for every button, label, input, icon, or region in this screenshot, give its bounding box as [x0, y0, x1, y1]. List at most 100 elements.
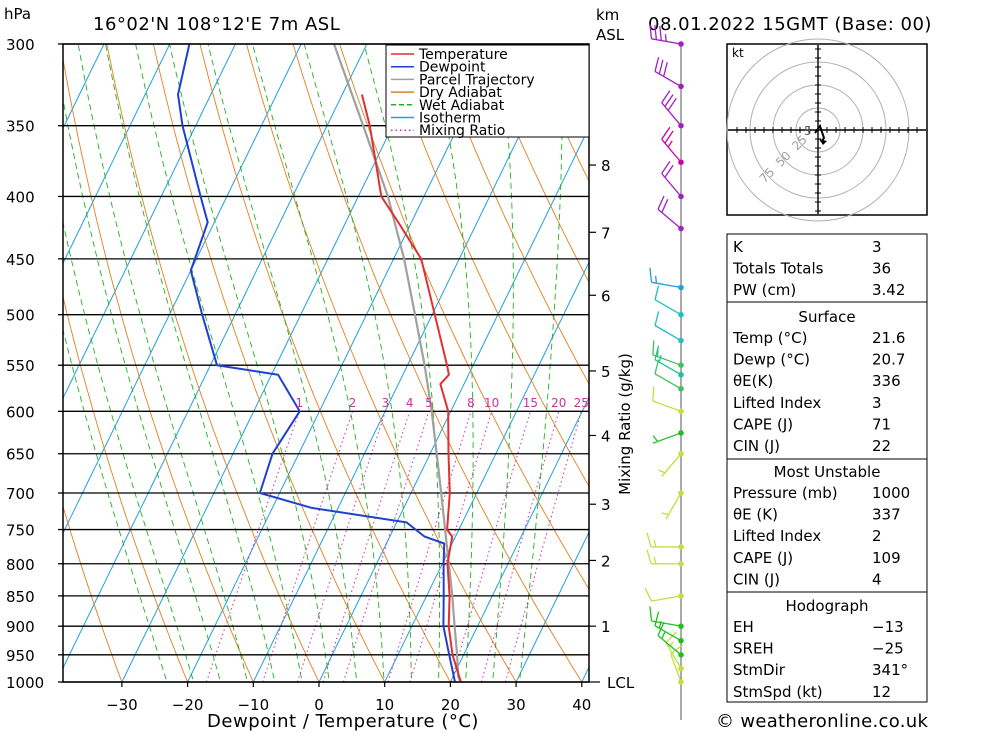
index-label: Lifted Index — [733, 394, 821, 412]
pressure-tick-label: 450 — [6, 251, 35, 269]
wind-barb — [654, 57, 684, 90]
isotherm-line — [515, 531, 589, 682]
isotherm-line — [384, 261, 589, 682]
mixing-ratio-label: 1 — [295, 396, 303, 410]
wind-barbs — [644, 24, 684, 720]
wind-barb — [649, 267, 684, 291]
plot-frame — [62, 43, 590, 683]
km-tick-label: 8 — [601, 157, 611, 175]
temperature-tick-label: 30 — [507, 696, 526, 714]
wet-adiabat-line — [303, 44, 412, 682]
km-unit-label: km — [596, 6, 619, 24]
pressure-tick-label: 850 — [6, 588, 35, 606]
mixing-ratio-label: 10 — [484, 396, 499, 410]
dry-adiabat-line — [922, 7, 1000, 708]
mixing-ratio-label: 15 — [523, 396, 538, 410]
mixing-ratio-label: 25 — [574, 396, 589, 410]
temperature-tick-label: −20 — [172, 696, 204, 714]
dry-adiabat-line — [106, 44, 320, 682]
dry-adiabat-line — [478, 44, 589, 284]
legend-label: Isotherm — [419, 111, 481, 127]
wind-barb — [649, 606, 684, 629]
km-tick-label: 1 — [601, 618, 611, 636]
index-label: Dewp (°C) — [733, 351, 810, 369]
index-value: 3 — [872, 394, 882, 412]
wind-barb — [665, 631, 684, 672]
wet-adiabat-line — [207, 44, 358, 682]
mixing-ratio-label: 4 — [406, 396, 414, 410]
indices-table: K 3 Totals Totals 36 PW (cm) 3.42 Surface Temp … — [726, 233, 928, 703]
dry-adiabat-line — [432, 44, 589, 385]
temperature-profile — [360, 94, 462, 682]
legend-label: Mixing Ratio — [419, 123, 505, 139]
mixing-ratio-label: 5 — [425, 396, 433, 410]
temperature-tick-label: 40 — [572, 696, 591, 714]
wind-barb — [646, 549, 684, 567]
isotherm-line — [63, 44, 236, 400]
isotherm-line — [449, 396, 589, 682]
legend-label: Dewpoint — [419, 60, 486, 76]
mixing-ratio-line — [387, 411, 472, 682]
mixing-ratio-line — [450, 411, 531, 682]
mixing-ratio-axis-title: Mixing Ratio (g/kg) — [616, 353, 634, 495]
index-value: 22 — [872, 437, 891, 455]
dry-adiabat-line — [339, 44, 589, 591]
km-tick-label: 3 — [601, 496, 611, 514]
profile-lines — [177, 44, 462, 682]
isotherm-line — [63, 44, 368, 670]
legend-label: Parcel Trajectory — [419, 72, 535, 88]
isotherm-line — [63, 44, 302, 535]
index-label: θE (K) — [733, 506, 778, 524]
index-value: 71 — [872, 415, 891, 433]
temperature-tick-label: 20 — [441, 696, 460, 714]
mixing-ratio-label: 20 — [551, 396, 566, 410]
isotherm-line — [63, 44, 171, 265]
dry-adiabat-line — [63, 56, 254, 682]
pressure-tick-label: 350 — [6, 118, 35, 136]
wind-barb — [661, 490, 684, 520]
wind-barb — [670, 644, 684, 685]
pressure-tick-label: 900 — [6, 618, 35, 636]
legend-label: Temperature — [418, 47, 508, 63]
axis-labels: 3003504004505005506006507007508008509009… — [6, 36, 591, 714]
dry-adiabat-line — [152, 44, 386, 682]
wind-barb — [661, 90, 684, 129]
temperature-tick-label: 0 — [314, 696, 324, 714]
wind-barb — [652, 340, 684, 368]
wet-adiabat-line — [77, 44, 249, 682]
indices-section — [726, 233, 928, 303]
wet-adiabat-line — [105, 44, 276, 682]
dry-adiabat-line — [385, 44, 589, 487]
pressure-tick-label: 400 — [6, 188, 35, 206]
mixing-ratio-line — [343, 411, 430, 682]
index-value: 12 — [872, 683, 891, 701]
mixing-ratio-label: 3 — [382, 396, 390, 410]
pressure-tick-label: 550 — [6, 357, 35, 375]
index-value: 3 — [872, 238, 882, 256]
mixing-ratio-line — [206, 411, 300, 682]
indices-section — [726, 301, 928, 460]
index-value: 20.7 — [872, 351, 905, 369]
isotherm-line — [252, 44, 565, 682]
index-value: −13 — [872, 618, 904, 636]
x-axis-title: Dewpoint / Temperature (°C) — [207, 711, 479, 732]
mixing-ratio-labels: 1 2 3 4 5 8 10 15 20 25 — [295, 396, 588, 410]
mixing-ratio-line — [262, 411, 353, 682]
index-label: K — [733, 238, 744, 256]
wind-barb — [644, 587, 684, 602]
wind-barb — [661, 161, 684, 200]
index-value: 21.6 — [872, 329, 905, 347]
dewpoint-profile — [177, 44, 456, 682]
index-label: EH — [733, 618, 754, 636]
surface-title: Surface — [798, 308, 855, 326]
pressure-tick-label: 650 — [6, 446, 35, 464]
mixing-ratio-label: 8 — [467, 396, 475, 410]
mixing-ratio-line — [296, 411, 386, 682]
hodograph-title: Hodograph — [785, 597, 868, 615]
index-label: CAPE (J) — [733, 415, 793, 433]
site-credit[interactable]: © weatheronline.co.uk — [716, 711, 928, 732]
index-value: 337 — [872, 506, 901, 524]
background-lines — [63, 7, 1000, 708]
isotherm-line — [318, 126, 589, 682]
